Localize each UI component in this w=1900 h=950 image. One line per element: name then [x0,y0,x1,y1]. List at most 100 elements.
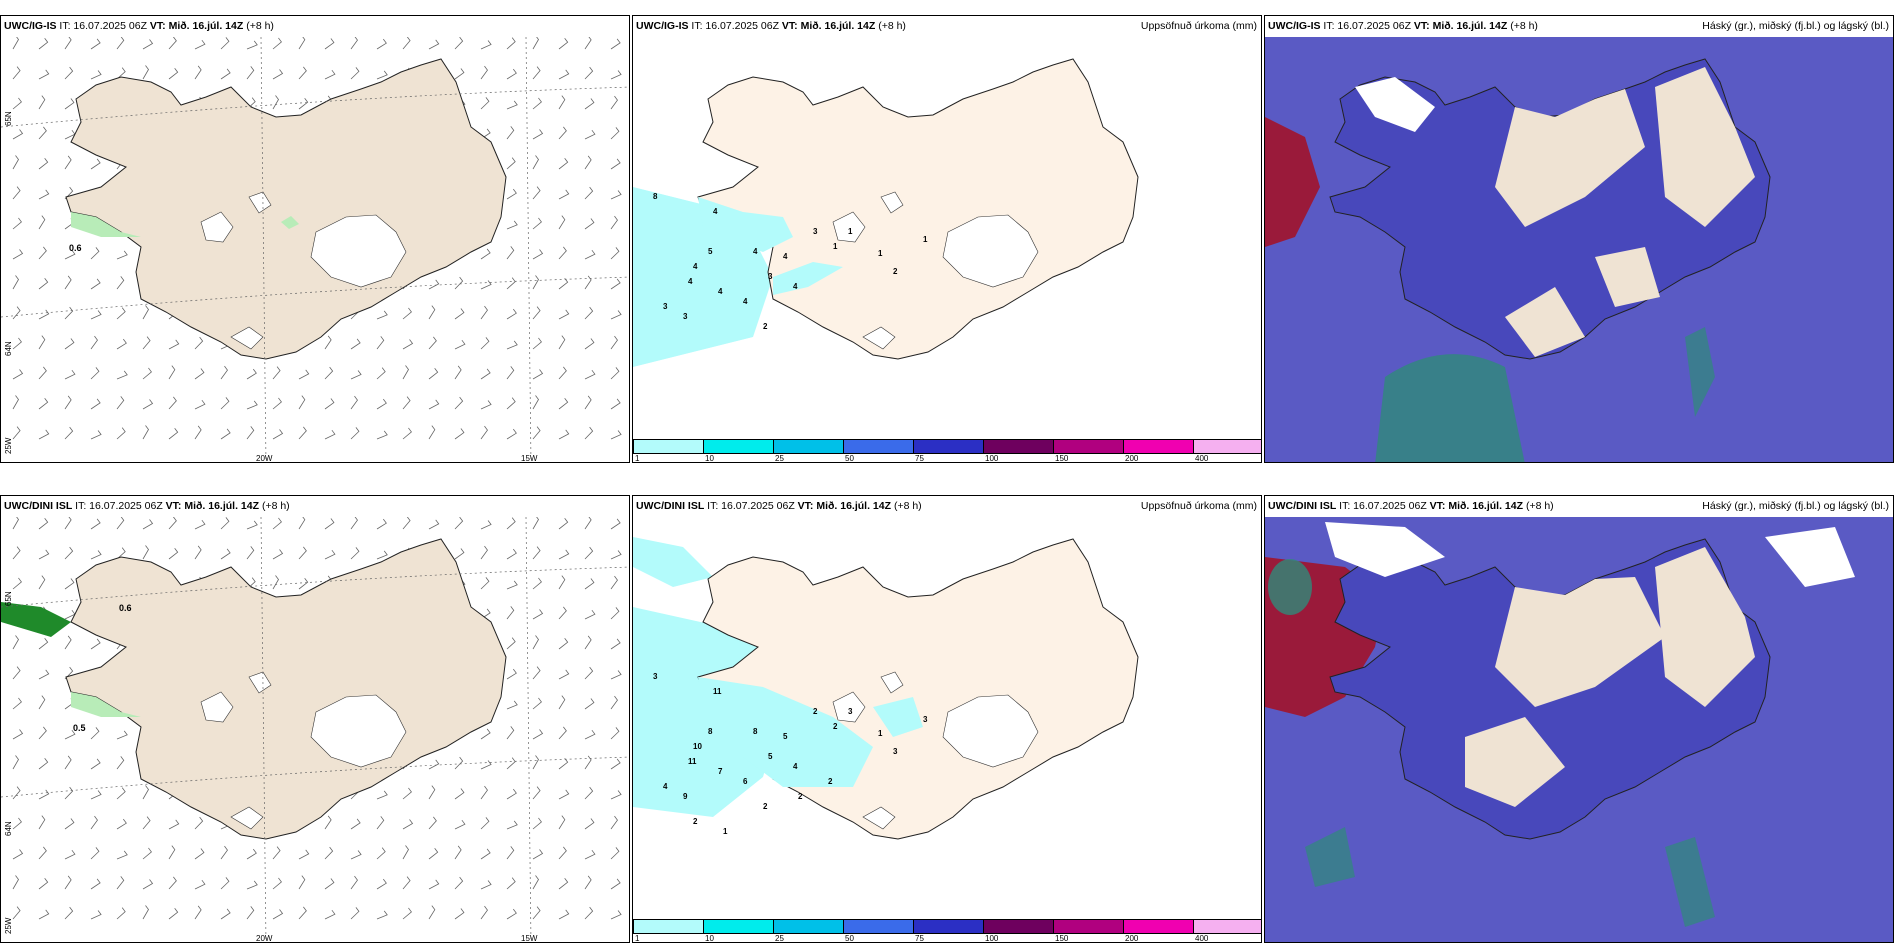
lead-time: (+8 h) [893,500,922,512]
precip-amount-label: 4 [713,207,718,216]
precip-map[interactable]: 3 11 8 10 11 7 6 4 9 8 5 5 4 2 2 2 1 3 3 3 2 1 2 2 [633,517,1261,942]
cloud-panel-row2: UWC/DINI ISL IT: 16.07.2025 06Z VT: Mið.… [1264,495,1894,943]
colorbar-swatch [703,919,774,934]
colorbar-tick-label: 75 [915,934,924,943]
valid-time: VT: Mið. 16.júl. 14Z [781,20,876,32]
model-name: UWC/DINI ISL [1268,500,1337,512]
precip-amount-label: 2 [693,817,698,826]
precip-amount-label: 3 [813,227,818,236]
lon-label-20w: 20W [256,454,273,463]
precip-amount-label: 11 [688,757,697,766]
model-name: UWC/DINI ISL [636,500,705,512]
init-time: IT: 16.07.2025 06Z [75,500,163,512]
precip-amount-label: 1 [848,227,853,236]
precip-amount-label: 4 [753,247,758,256]
colorbar-tick-label: 100 [985,934,999,943]
init-time: IT: 16.07.2025 06Z [1339,500,1427,512]
precip-amount-label: 1 [878,729,883,738]
colorbar-swatch [773,919,844,934]
colorbar-swatch [913,439,984,454]
lon-label-15w: 15W [521,454,538,463]
precip-amount-label: 9 [683,792,688,801]
colorbar-swatch [983,919,1054,934]
cloud-panel-row1: UWC/IG-IS IT: 16.07.2025 06Z VT: Mið. 16… [1264,15,1894,463]
colorbar-swatch [913,919,984,934]
precip-amount-label: 2 [828,777,833,786]
wind-contour-label: 0.6 [69,243,82,253]
panel-header: UWC/IG-IS IT: 16.07.2025 06Z VT: Mið. 16… [633,16,1261,37]
precip-amount-label: 3 [653,672,658,681]
colorbar-tick-label: 200 [1125,454,1139,463]
colorbar-tick-label: 1 [635,454,640,463]
precip-amount-label: 1 [833,242,838,251]
precip-colorbar: 1 10 25 50 75 100 150 200 400 [633,436,1261,463]
precip-colorbar: 1 10 25 50 75 100 150 200 400 [633,916,1261,943]
precip-amount-label: 4 [793,762,798,771]
lon-label-20w: 20W [256,934,273,943]
colorbar-tick-label: 10 [705,454,714,463]
precip-amount-label: 2 [763,802,768,811]
precip-amount-label: 7 [718,767,723,776]
precip-title: Uppsöfnuð úrkoma (mm) [1140,500,1257,512]
colorbar-swatch [703,439,774,454]
lead-time: (+8 h) [261,500,290,512]
colorbar-swatch [843,919,914,934]
init-time: IT: 16.07.2025 06Z [1323,20,1411,32]
precip-amount-label: 4 [783,252,788,261]
panel-header: UWC/DINI ISL IT: 16.07.2025 06Z VT: Mið.… [1265,496,1893,517]
panel-header: UWC/DINI ISL IT: 16.07.2025 06Z VT: Mið.… [1,496,629,517]
precip-amount-label: 5 [708,247,713,256]
precip-amount-label: 4 [693,262,698,271]
precip-amount-label: 2 [893,267,898,276]
cloud-map[interactable] [1265,37,1893,462]
colorbar-tick-label: 25 [775,934,784,943]
valid-time: VT: Mið. 16.júl. 14Z [165,500,260,512]
cloud-title: Háský (gr.), miðský (fj.bl.) og lágský (… [1702,500,1889,512]
precip-amount-label: 3 [768,272,773,281]
valid-time: VT: Mið. 16.júl. 14Z [149,20,244,32]
model-name: UWC/IG-IS [636,20,689,32]
precip-amount-label: 2 [813,707,818,716]
cloud-title: Háský (gr.), miðský (fj.bl.) og lágský (… [1702,20,1889,32]
precip-amount-label: 2 [833,722,838,731]
panel-header: UWC/IG-IS IT: 16.07.2025 06Z VT: Mið. 16… [1,16,629,37]
lon-label-15w: 15W [521,934,538,943]
panel-header: UWC/DINI ISL IT: 16.07.2025 06Z VT: Mið.… [633,496,1261,517]
precip-amount-label: 3 [848,707,853,716]
colorbar-swatch [633,919,704,934]
valid-time: VT: Mið. 16.júl. 14Z [1413,20,1508,32]
precip-panel-row2: UWC/DINI ISL IT: 16.07.2025 06Z VT: Mið.… [632,495,1262,943]
colorbar-swatch [1123,439,1194,454]
wind-map[interactable] [1,517,629,942]
colorbar-swatch [1193,439,1261,454]
precip-amount-label: 2 [763,322,768,331]
precip-amount-label: 1 [723,827,728,836]
colorbar-swatch [983,439,1054,454]
init-time: IT: 16.07.2025 06Z [691,20,779,32]
colorbar-tick-label: 150 [1055,454,1069,463]
cloud-map[interactable] [1265,517,1893,942]
lead-time: (+8 h) [878,20,906,32]
colorbar-tick-label: 100 [985,454,999,463]
lead-time: (+8 h) [1525,500,1554,512]
colorbar-swatch [1053,919,1124,934]
colorbar-swatch [843,439,914,454]
precip-amount-label: 11 [713,687,722,696]
precip-amount-label: 4 [718,287,723,296]
precip-amount-label: 8 [653,192,658,201]
colorbar-swatch [633,439,704,454]
lead-time: (+8 h) [246,20,274,32]
lat-label-65n: 65N [4,111,13,126]
precip-amount-label: 5 [768,752,773,761]
wind-map[interactable] [1,37,629,462]
lon-label-25w: 25W [4,437,13,454]
panel-header: UWC/IG-IS IT: 16.07.2025 06Z VT: Mið. 16… [1265,16,1893,37]
precip-amount-label: 4 [688,277,693,286]
precip-amount-label: 3 [663,302,668,311]
lat-label-64n: 64N [4,821,13,836]
precip-amount-label: 4 [743,297,748,306]
colorbar-swatch [1123,919,1194,934]
lat-label-65n: 65N [4,591,13,606]
init-time: IT: 16.07.2025 06Z [707,500,795,512]
